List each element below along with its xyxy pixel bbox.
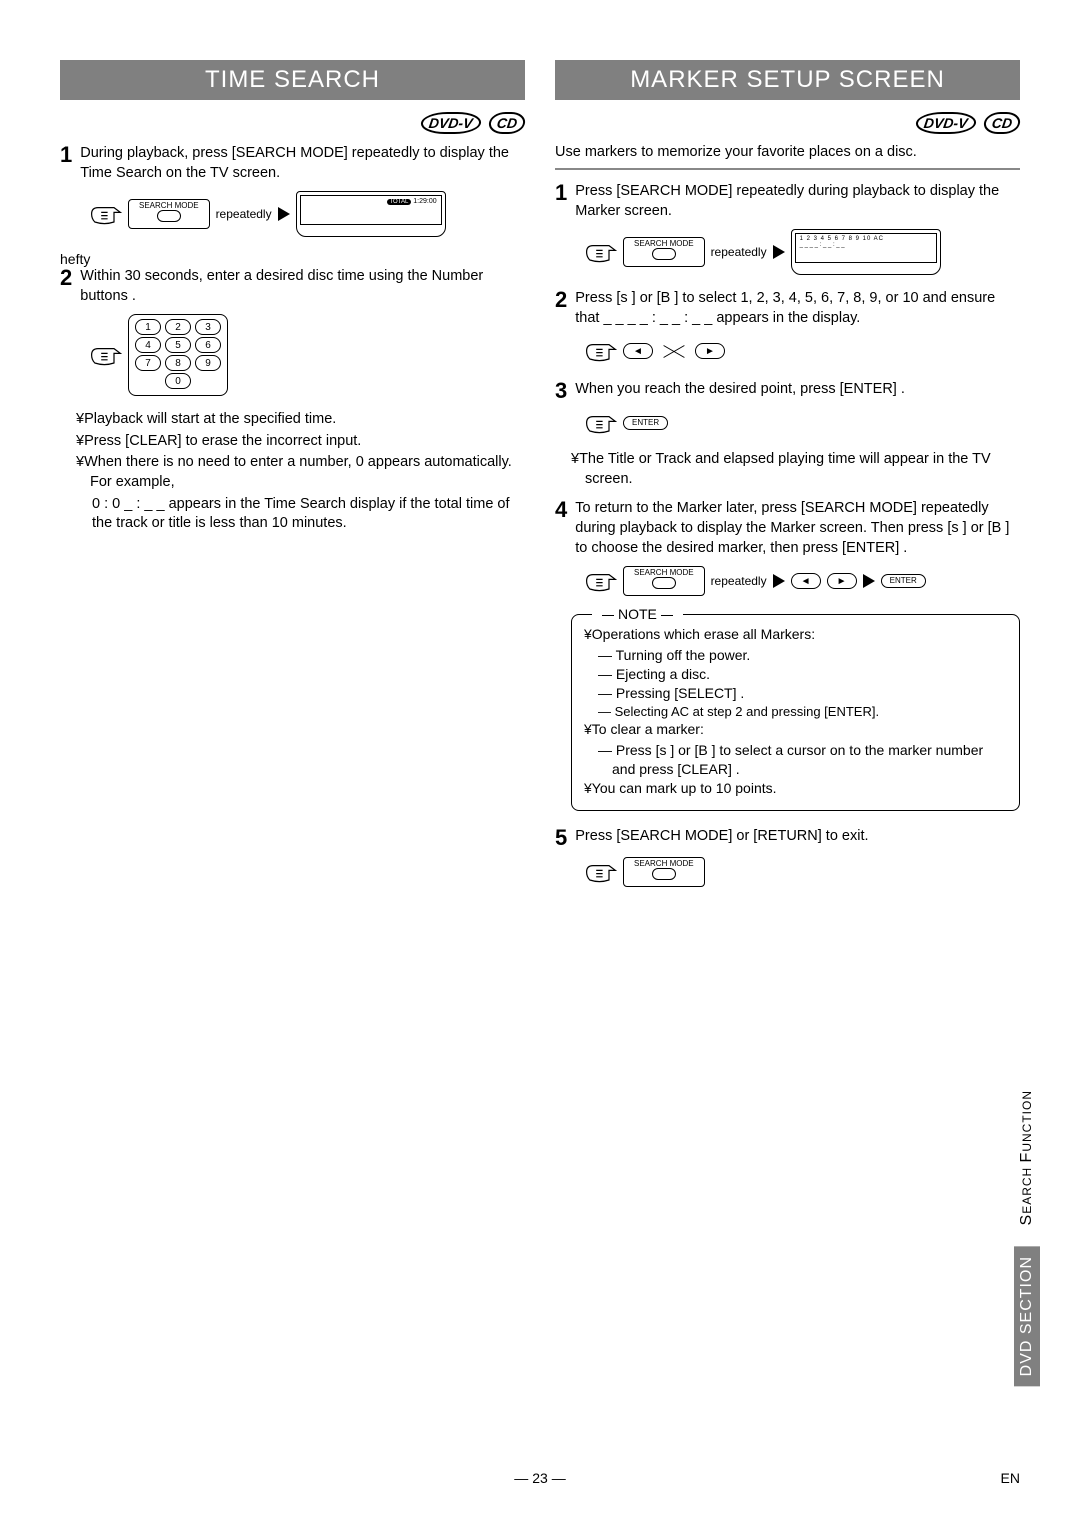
right-step5-controls: SEARCH MODE <box>585 857 1020 887</box>
note-box: NOTE ¥Operations which erase all Markers… <box>571 614 1020 811</box>
search-mode-button-icon: SEARCH MODE <box>623 566 705 596</box>
right-step2-arrows: ◄ ► <box>585 336 1020 366</box>
left-step1-controls: SEARCH MODE repeatedly TOTAL 1:29:00 <box>90 191 525 237</box>
step-num: 2 <box>555 289 567 311</box>
enter-button-icon: ENTER <box>623 416 668 430</box>
repeatedly-label: repeatedly <box>711 574 767 588</box>
enter-button-icon: ENTER <box>881 574 926 588</box>
right-badges: DVD-V CD <box>555 112 1020 134</box>
arrow-right-icon <box>773 245 785 259</box>
side-tab-dvd-section: DVD SECTION <box>1014 1246 1040 1386</box>
left-bullets: ¥Playback will start at the specified ti… <box>76 410 525 533</box>
right-step1-controls: SEARCH MODE repeatedly 1 2 3 4 5 6 7 8 9… <box>585 229 1020 275</box>
pointing-hand-icon <box>585 859 617 885</box>
left-badges: DVD-V CD <box>60 112 525 134</box>
page-number: 23 <box>510 1470 570 1486</box>
right-step3-bullet: ¥The Title or Track and elapsed playing … <box>571 450 1020 489</box>
step-text: Press [SEARCH MODE] repeatedly during pl… <box>575 182 1020 221</box>
right-intro: Use markers to memorize your favorite pl… <box>555 144 1020 160</box>
left-arrow-button-icon: ◄ <box>791 573 821 589</box>
left-arrow-button-icon: ◄ <box>623 343 653 359</box>
step-num: 5 <box>555 827 567 849</box>
page-footer: 23 <box>0 1470 1080 1486</box>
pointing-hand-icon <box>90 342 122 368</box>
step-num: 2 <box>60 267 72 289</box>
step-text: When you reach the desired point, press … <box>575 380 1020 400</box>
side-tab-search-function: SEARCH FUNCTION <box>1018 1090 1036 1225</box>
time-search-header: TIME SEARCH <box>60 60 525 100</box>
pointing-hand-icon <box>585 338 617 364</box>
pointing-hand-icon <box>585 239 617 265</box>
marker-setup-header: MARKER SETUP SCREEN <box>555 60 1020 100</box>
number-keypad-icon: 1 2 3 4 5 6 7 8 9 0 <box>128 314 228 396</box>
right-step-1: 1 Press [SEARCH MODE] repeatedly during … <box>555 182 1020 221</box>
arrow-right-icon <box>278 207 290 221</box>
step-text: Press [s ] or [B ] to select 1, 2, 3, 4,… <box>575 289 1020 328</box>
pointing-hand-icon <box>585 568 617 594</box>
right-step-4: 4 To return to the Marker later, press [… <box>555 499 1020 558</box>
repeatedly-label: repeatedly <box>216 207 272 221</box>
right-step4-controls: SEARCH MODE repeatedly ◄ ► ENTER <box>585 566 1020 596</box>
step-text: Press [SEARCH MODE] or [RETURN] to exit. <box>575 827 1020 847</box>
pointing-hand-icon <box>90 201 122 227</box>
footer-lang: EN <box>1001 1470 1020 1486</box>
search-mode-button-icon: SEARCH MODE <box>623 237 705 267</box>
step-text: During playback, press [SEARCH MODE] rep… <box>80 144 525 183</box>
tv-screen-icon: 1 2 3 4 5 6 7 8 9 10 AC _ _ _ _ : _ _ : … <box>791 229 941 275</box>
badge-dvd-v: DVD-V <box>420 112 483 134</box>
step-num: 4 <box>555 499 567 521</box>
right-step3-enter: ENTER <box>585 410 1020 436</box>
left-step-2: 2 Within 30 seconds, enter a desired dis… <box>60 267 525 306</box>
note-label: NOTE <box>592 605 683 624</box>
right-step-3: 3 When you reach the desired point, pres… <box>555 380 1020 402</box>
arrow-right-icon <box>863 574 875 588</box>
right-arrow-button-icon: ► <box>695 343 725 359</box>
search-mode-button-icon: SEARCH MODE <box>623 857 705 887</box>
pointing-hand-icon <box>585 410 617 436</box>
right-arrow-button-icon: ► <box>827 573 857 589</box>
right-step-2: 2 Press [s ] or [B ] to select 1, 2, 3, … <box>555 289 1020 328</box>
left-step2-keypad: 1 2 3 4 5 6 7 8 9 0 <box>90 314 525 396</box>
badge-cd: CD <box>982 112 1021 134</box>
step-text: Within 30 seconds, enter a desired disc … <box>80 267 525 306</box>
separator <box>555 168 1020 170</box>
cross-lines-icon <box>659 336 689 366</box>
left-step-1: 1 During playback, press [SEARCH MODE] r… <box>60 144 525 183</box>
arrow-right-icon <box>773 574 785 588</box>
step-num: 1 <box>555 182 567 204</box>
step-num: 1 <box>60 144 72 166</box>
tv-screen-icon: TOTAL 1:29:00 <box>296 191 446 237</box>
search-mode-button-icon: SEARCH MODE <box>128 199 210 229</box>
badge-dvd-v: DVD-V <box>915 112 978 134</box>
step-num: 3 <box>555 380 567 402</box>
repeatedly-label: repeatedly <box>711 245 767 259</box>
right-step-5: 5 Press [SEARCH MODE] or [RETURN] to exi… <box>555 827 1020 849</box>
step-text: To return to the Marker later, press [SE… <box>575 499 1020 558</box>
badge-cd: CD <box>487 112 526 134</box>
